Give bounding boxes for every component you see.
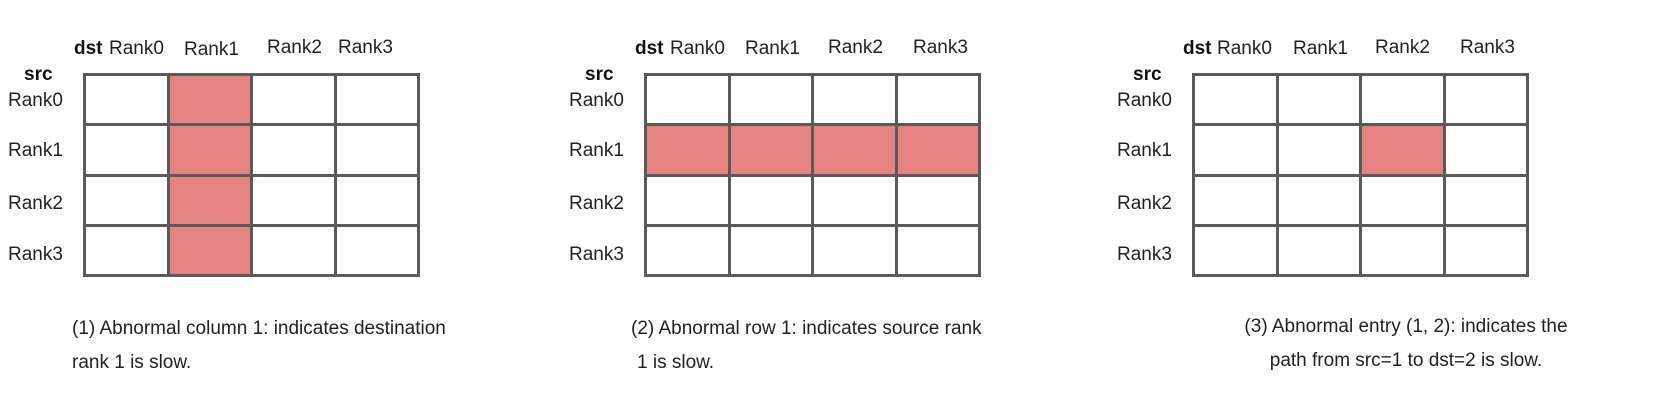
col-label-rank2: Rank2 xyxy=(828,37,883,58)
caption-line-2: 1 is slow. xyxy=(637,352,715,373)
matrix-cell xyxy=(336,126,420,177)
matrix-cell xyxy=(1278,226,1362,277)
matrix-cell xyxy=(647,226,731,277)
matrix-cell xyxy=(86,126,170,177)
matrix-cell-highlighted xyxy=(169,76,253,127)
rank-matrix-grid xyxy=(83,73,420,277)
col-label-rank1: Rank1 xyxy=(1293,38,1348,59)
matrix-cell xyxy=(647,176,731,227)
row-label-rank2: Rank2 xyxy=(1117,193,1172,214)
matrix-cell xyxy=(1195,126,1279,177)
matrix-cell xyxy=(336,76,420,127)
matrix-cell-highlighted xyxy=(897,126,981,177)
matrix-cell xyxy=(730,226,814,277)
matrix-panel-2: dst src Rank0 Rank1 Rank2 Rank3 Rank0 Ra… xyxy=(567,0,1127,407)
dst-axis-label: dst xyxy=(635,38,664,59)
src-axis-label: src xyxy=(24,64,53,85)
caption-line-2: path from src=1 to dst=2 is slow. xyxy=(1269,350,1543,371)
caption-line-1: (3) Abnormal entry (1, 2): indicates the xyxy=(1244,316,1568,337)
matrix-cell xyxy=(253,226,337,277)
matrix-cell-highlighted xyxy=(814,126,898,177)
matrix-cell xyxy=(86,226,170,277)
row-label-rank0: Rank0 xyxy=(1117,90,1172,111)
matrix-cell xyxy=(86,176,170,227)
panel-caption: (1) Abnormal column 1: indicates destina… xyxy=(72,312,446,380)
matrix-cell xyxy=(336,176,420,227)
dst-axis-label: dst xyxy=(1183,38,1212,59)
matrix-cell xyxy=(1278,76,1362,127)
matrix-cell xyxy=(1445,226,1529,277)
matrix-cell xyxy=(814,76,898,127)
panel-caption: (2) Abnormal row 1: indicates source ran… xyxy=(631,312,982,380)
rank-matrix-grid xyxy=(1192,73,1529,277)
row-label-rank1: Rank1 xyxy=(1117,140,1172,161)
matrix-cell xyxy=(1278,126,1362,177)
matrix-cell xyxy=(1445,126,1529,177)
row-label-rank3: Rank3 xyxy=(1117,244,1172,265)
matrix-cell xyxy=(897,176,981,227)
matrix-cell xyxy=(1278,176,1362,227)
col-label-rank0: Rank0 xyxy=(109,38,164,59)
matrix-cell xyxy=(730,176,814,227)
col-label-rank3: Rank3 xyxy=(913,37,968,58)
row-label-rank2: Rank2 xyxy=(569,193,624,214)
col-label-rank3: Rank3 xyxy=(338,37,393,58)
matrix-cell xyxy=(897,226,981,277)
col-label-rank0: Rank0 xyxy=(670,38,725,59)
matrix-cell-highlighted xyxy=(169,126,253,177)
matrix-cell xyxy=(336,226,420,277)
matrix-panel-1: dst src Rank0 Rank1 Rank2 Rank3 Rank0 Ra… xyxy=(6,0,566,407)
col-label-rank1: Rank1 xyxy=(745,38,800,59)
row-label-rank1: Rank1 xyxy=(569,140,624,161)
matrix-cell-highlighted xyxy=(730,126,814,177)
caption-line-2: rank 1 is slow. xyxy=(72,352,192,373)
matrix-cell xyxy=(1195,176,1279,227)
matrix-cell-highlighted xyxy=(1362,126,1446,177)
matrix-cell-highlighted xyxy=(169,226,253,277)
matrix-cell xyxy=(647,76,731,127)
matrix-cell xyxy=(814,176,898,227)
matrix-cell xyxy=(86,76,170,127)
rank-matrix-grid xyxy=(644,73,981,277)
col-label-rank3: Rank3 xyxy=(1460,37,1515,58)
row-label-rank1: Rank1 xyxy=(8,140,63,161)
matrix-cell xyxy=(1445,176,1529,227)
src-axis-label: src xyxy=(1133,64,1162,85)
col-label-rank2: Rank2 xyxy=(1375,37,1430,58)
matrix-cell xyxy=(1195,226,1279,277)
matrix-cell xyxy=(253,76,337,127)
matrix-cell xyxy=(1445,76,1529,127)
src-axis-label: src xyxy=(585,64,614,85)
row-label-rank3: Rank3 xyxy=(8,244,63,265)
matrix-cell-highlighted xyxy=(647,126,731,177)
caption-line-1: (1) Abnormal column 1: indicates destina… xyxy=(72,318,446,339)
matrix-cell xyxy=(1362,226,1446,277)
matrix-cell xyxy=(1362,76,1446,127)
matrix-cell xyxy=(897,76,981,127)
matrix-cell xyxy=(730,76,814,127)
row-label-rank3: Rank3 xyxy=(569,244,624,265)
matrix-cell xyxy=(1195,76,1279,127)
matrix-cell xyxy=(253,126,337,177)
matrix-cell-highlighted xyxy=(169,176,253,227)
panel-caption: (3) Abnormal entry (1, 2): indicates the… xyxy=(1186,310,1626,378)
matrix-panel-3: dst src Rank0 Rank1 Rank2 Rank3 Rank0 Ra… xyxy=(1115,0,1653,407)
col-label-rank0: Rank0 xyxy=(1217,38,1272,59)
col-label-rank1: Rank1 xyxy=(184,39,239,60)
col-label-rank2: Rank2 xyxy=(267,37,322,58)
matrix-cell xyxy=(253,176,337,227)
matrix-cell xyxy=(814,226,898,277)
row-label-rank2: Rank2 xyxy=(8,193,63,214)
caption-line-1: (2) Abnormal row 1: indicates source ran… xyxy=(631,318,982,339)
dst-axis-label: dst xyxy=(74,38,103,59)
row-label-rank0: Rank0 xyxy=(8,90,63,111)
row-label-rank0: Rank0 xyxy=(569,90,624,111)
matrix-cell xyxy=(1362,176,1446,227)
